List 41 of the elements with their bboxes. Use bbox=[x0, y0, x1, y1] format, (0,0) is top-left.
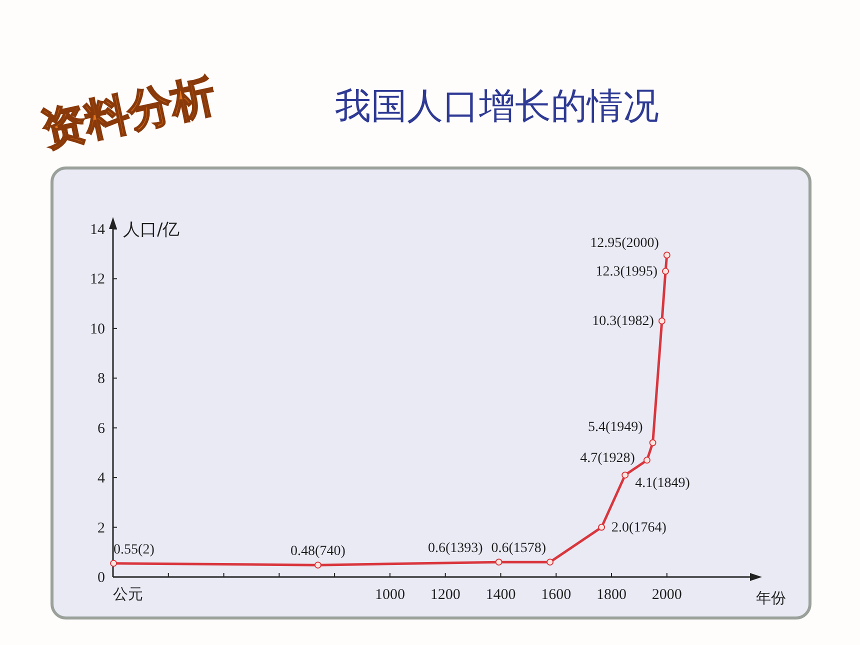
point bbox=[622, 472, 629, 479]
y-tick-label: 12 bbox=[90, 272, 105, 288]
y-tick-label: 4 bbox=[98, 470, 106, 487]
point bbox=[314, 562, 322, 569]
y-axis-title: 人口/亿 bbox=[123, 220, 180, 240]
data-label: 0.6(1578) bbox=[491, 541, 546, 556]
y-tick-label: 6 bbox=[98, 420, 106, 437]
chart-subtitle: 资料分析 bbox=[36, 70, 220, 156]
point bbox=[495, 558, 502, 566]
x-axis-title: 年份 bbox=[756, 589, 786, 607]
x-tick-label: 1800 bbox=[596, 587, 627, 603]
y-tick-label: 0 bbox=[98, 570, 105, 586]
data-label: 5.4(1949) bbox=[588, 420, 644, 435]
data-label: 12.95(2000) bbox=[590, 236, 660, 252]
y-tick-label: 2 bbox=[98, 520, 105, 536]
point bbox=[649, 439, 656, 446]
y-tick-label: 8 bbox=[98, 371, 105, 388]
x-tick-label: 1200 bbox=[430, 587, 460, 603]
point bbox=[110, 560, 118, 567]
data-label: 4.7(1928) bbox=[580, 451, 636, 466]
x-tick-label: 1000 bbox=[374, 587, 405, 603]
data-label: 2.0(1764) bbox=[612, 520, 667, 536]
x-tick-label: 1600 bbox=[541, 587, 572, 603]
data-label: 0.48(740) bbox=[290, 544, 346, 560]
point bbox=[663, 252, 670, 259]
x-tick-label: 2000 bbox=[652, 587, 682, 603]
point bbox=[658, 317, 666, 324]
data-label: 4.1(1849) bbox=[635, 476, 690, 492]
point bbox=[643, 456, 650, 464]
chart-title: 我国人口增长的情况 bbox=[335, 86, 659, 127]
point bbox=[598, 524, 606, 531]
point bbox=[546, 558, 554, 566]
y-tick-label: 14 bbox=[90, 222, 106, 238]
x-tick-label: 公元 bbox=[113, 586, 143, 603]
point bbox=[662, 268, 670, 275]
x-tick-label: 1400 bbox=[486, 587, 516, 603]
y-tick-label: 10 bbox=[90, 321, 105, 338]
data-label: 0.55(2) bbox=[114, 542, 155, 558]
data-label: 0.6(1393) bbox=[428, 541, 484, 556]
data-label: 12.3(1995) bbox=[596, 264, 658, 280]
data-label: 10.3(1982) bbox=[592, 314, 654, 329]
